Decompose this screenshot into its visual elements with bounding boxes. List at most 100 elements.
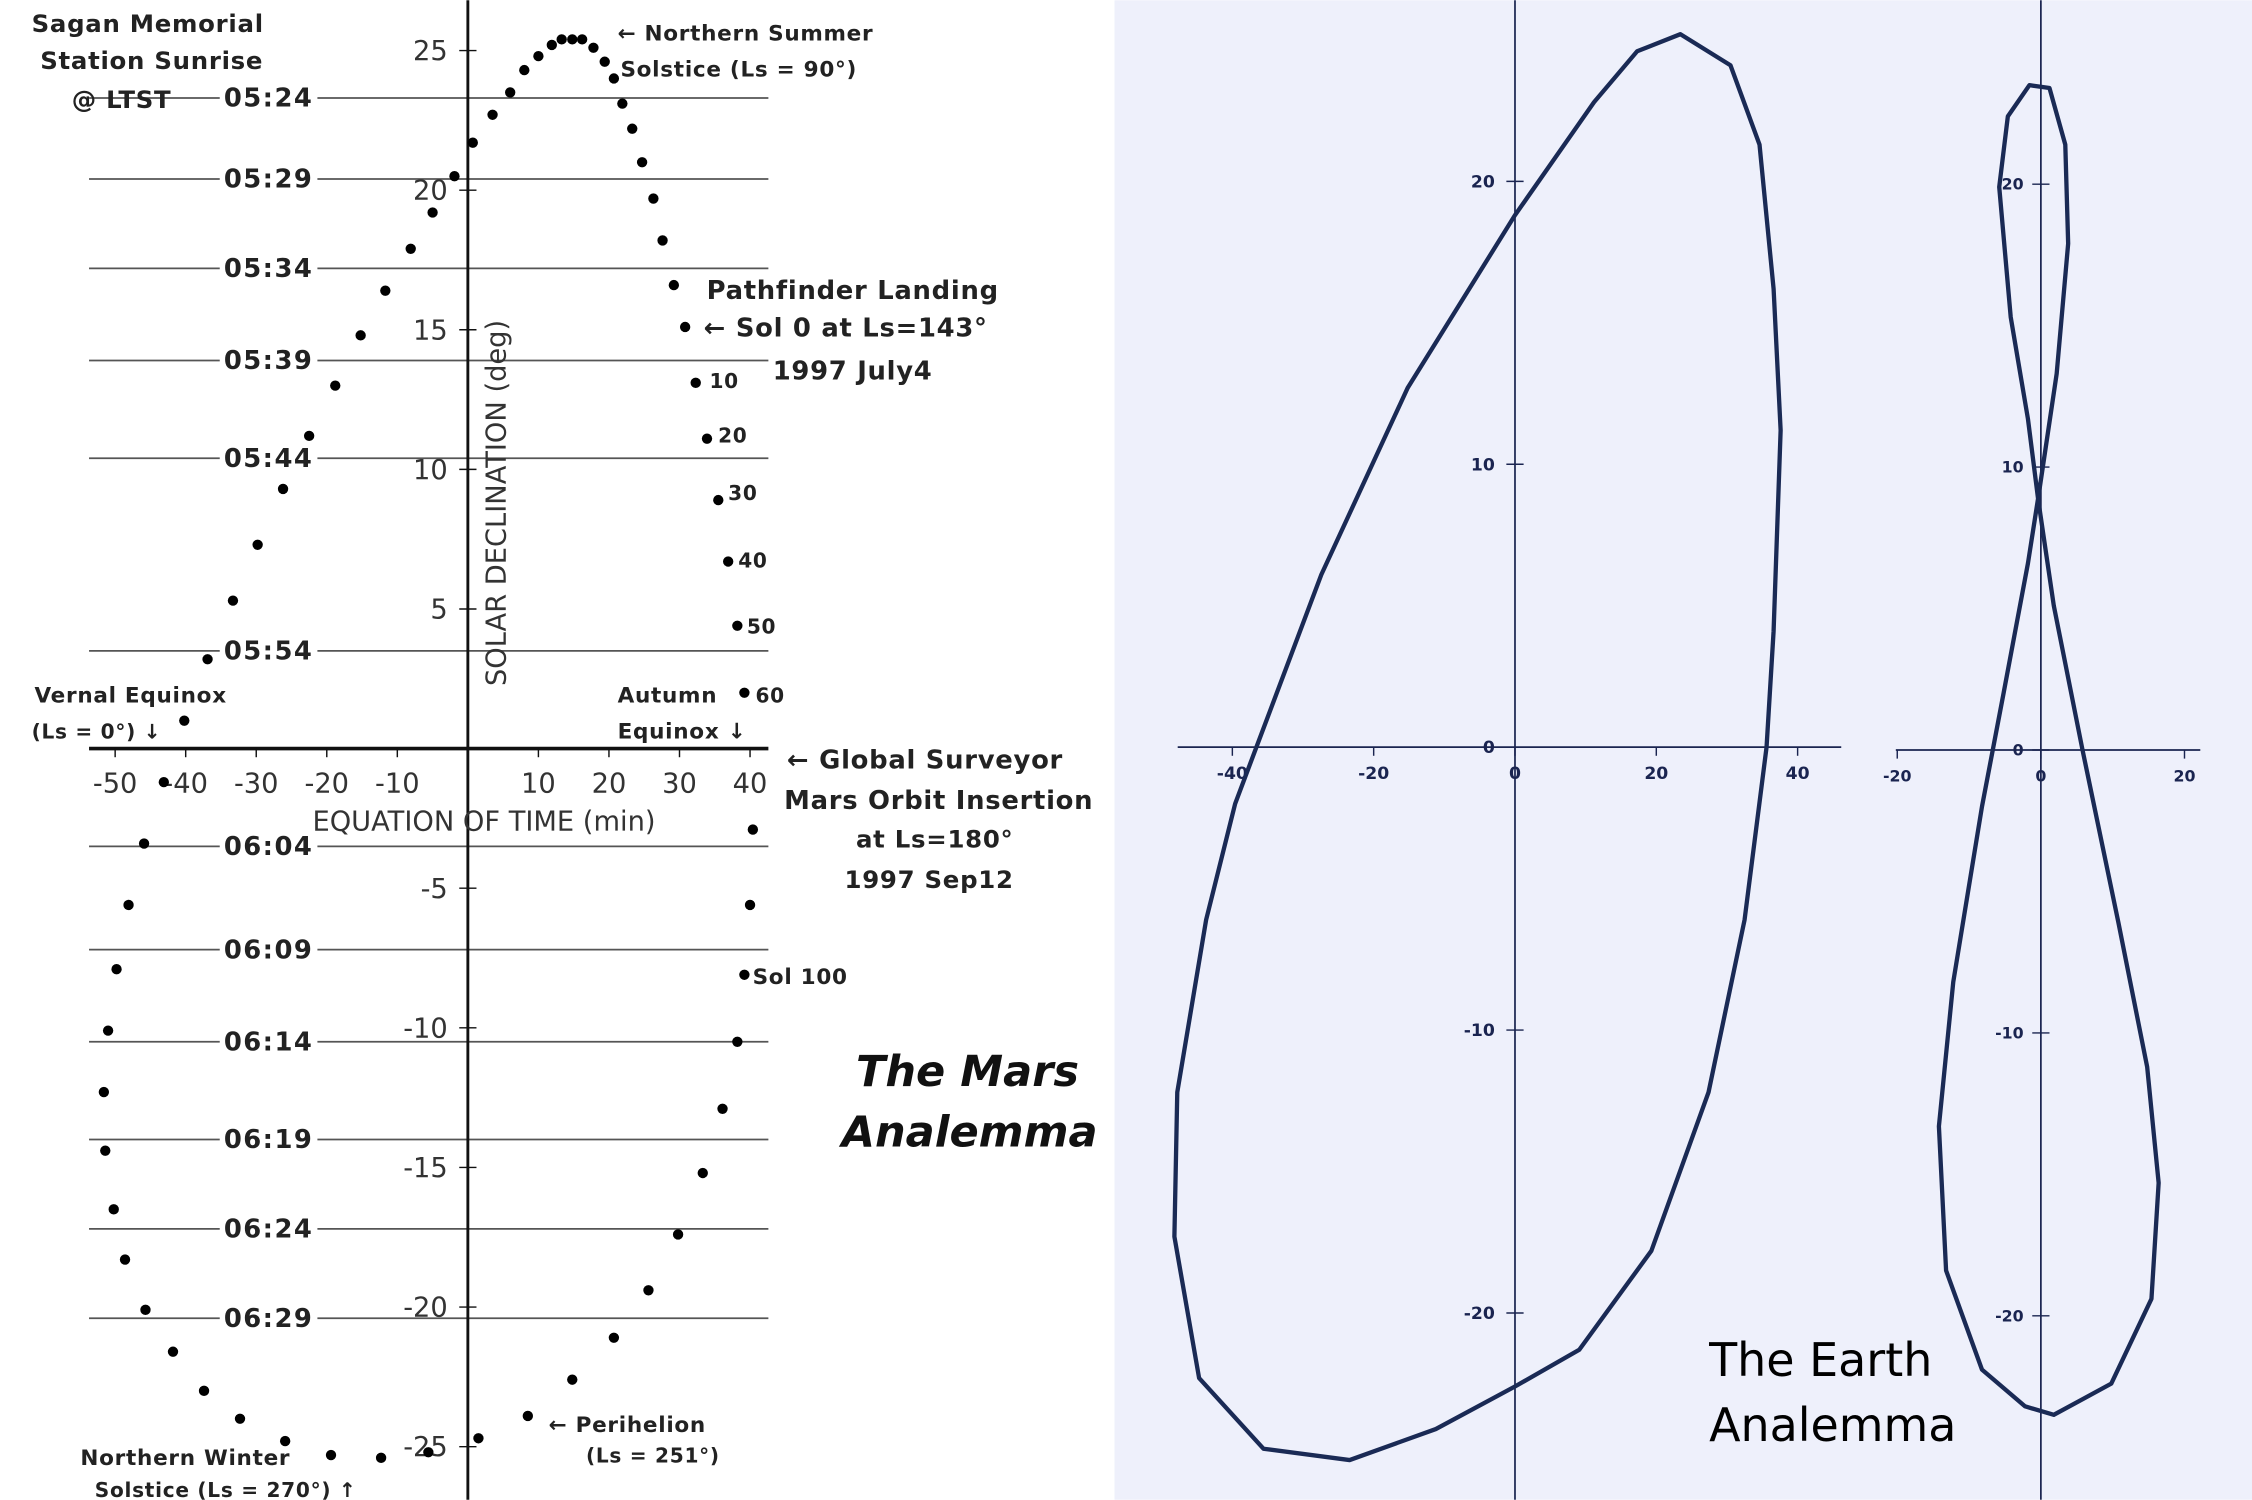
annotation: ← Global Surveyor bbox=[787, 746, 1063, 776]
time-tick-label: 06:29 bbox=[224, 1304, 313, 1334]
data-point bbox=[202, 654, 213, 665]
data-point bbox=[672, 1229, 684, 1240]
time-tick-label: 06:19 bbox=[224, 1125, 313, 1155]
data-point bbox=[522, 1410, 533, 1422]
y-tick-label: -10 bbox=[1464, 1021, 1495, 1041]
y-tick-label: 15 bbox=[413, 315, 448, 346]
data-point bbox=[576, 34, 588, 45]
annotation: The Mars bbox=[856, 1047, 1079, 1097]
data-point bbox=[668, 279, 680, 291]
annotation: Pathfinder Landing bbox=[707, 276, 999, 306]
data-point bbox=[648, 193, 659, 204]
annotation: Sol 100 bbox=[753, 965, 848, 990]
data-point bbox=[100, 1145, 111, 1156]
data-point bbox=[234, 1413, 246, 1424]
data-point bbox=[617, 98, 628, 109]
data-point bbox=[227, 595, 239, 606]
data-point bbox=[608, 73, 620, 84]
time-label-bg bbox=[219, 442, 318, 475]
data-point bbox=[717, 1103, 728, 1114]
data-point bbox=[744, 899, 756, 911]
data-point bbox=[567, 34, 578, 45]
x-tick-label: -20 bbox=[1883, 766, 1912, 785]
data-point bbox=[679, 321, 691, 333]
y-tick-label: -20 bbox=[403, 1293, 448, 1324]
data-point bbox=[722, 556, 734, 567]
data-point bbox=[102, 1025, 114, 1036]
data-point bbox=[713, 494, 724, 506]
x-tick-label: 20 bbox=[592, 769, 627, 800]
data-point bbox=[123, 899, 134, 911]
data-point bbox=[138, 838, 150, 849]
x-tick-label: -10 bbox=[375, 769, 420, 800]
data-point bbox=[657, 235, 668, 246]
time-tick-label: 06:09 bbox=[224, 935, 313, 965]
data-point bbox=[405, 243, 416, 254]
x-tick-label: -40 bbox=[163, 769, 208, 800]
y-tick-label: 0 bbox=[1483, 738, 1495, 758]
data-point bbox=[608, 1332, 620, 1343]
x-tick-label: 0 bbox=[2035, 766, 2046, 785]
data-point bbox=[519, 64, 530, 76]
annotation: Mars Orbit Insertion bbox=[784, 786, 1093, 816]
annotation: 1997 July4 bbox=[773, 356, 933, 386]
data-point bbox=[277, 483, 289, 495]
annotation: Analemma bbox=[1709, 1398, 1956, 1452]
annotation: Solstice (Ls = 270°) ↑ bbox=[95, 1478, 357, 1500]
annotation: Northern Winter bbox=[80, 1446, 290, 1471]
data-point bbox=[108, 1204, 119, 1215]
annotation: The Earth bbox=[1708, 1333, 1932, 1387]
annotation: Vernal Equinox bbox=[34, 684, 226, 709]
time-tick-label: 05:39 bbox=[224, 346, 313, 376]
annotation: at Ls=180° bbox=[856, 825, 1014, 854]
annotation: 60 bbox=[755, 684, 784, 708]
time-label-bg bbox=[219, 82, 318, 114]
data-point bbox=[636, 157, 648, 168]
annotation: 1997 Sep12 bbox=[845, 865, 1014, 894]
data-point bbox=[690, 377, 701, 388]
data-point bbox=[599, 56, 610, 67]
data-point bbox=[701, 433, 713, 444]
annotation: Sagan Memorial bbox=[32, 9, 264, 38]
y-tick-label: 10 bbox=[2002, 458, 2024, 477]
time-label-bg bbox=[219, 1123, 318, 1156]
data-point bbox=[556, 34, 567, 45]
time-tick-label: 05:34 bbox=[224, 254, 313, 284]
analemma-curve bbox=[1172, 32, 1783, 1463]
data-point bbox=[697, 1167, 708, 1179]
annotation: 30 bbox=[728, 481, 757, 505]
x-tick-label: 10 bbox=[521, 769, 556, 800]
x-tick-label: -50 bbox=[93, 769, 138, 800]
data-point bbox=[330, 380, 341, 391]
analemma-curve bbox=[1936, 83, 2161, 1417]
y-tick-label: -15 bbox=[403, 1153, 448, 1184]
y-tick-label: -10 bbox=[403, 1013, 448, 1044]
x-tick-label: 0 bbox=[1509, 764, 1521, 784]
annotation: Equinox ↓ bbox=[618, 720, 747, 745]
data-point bbox=[533, 50, 544, 62]
time-label-bg bbox=[219, 1025, 318, 1058]
time-tick-label: 05:24 bbox=[224, 84, 313, 114]
data-point bbox=[505, 87, 516, 98]
data-point bbox=[467, 137, 478, 148]
data-point bbox=[252, 539, 263, 550]
annotation: 20 bbox=[718, 424, 747, 448]
data-point bbox=[303, 430, 315, 442]
data-point bbox=[567, 1374, 578, 1385]
time-label-bg bbox=[219, 1302, 318, 1335]
data-point bbox=[732, 1036, 743, 1047]
x-tick-label: 30 bbox=[662, 769, 697, 800]
time-label-bg bbox=[219, 635, 318, 667]
y-tick-label: 10 bbox=[1471, 455, 1495, 475]
time-label-bg bbox=[219, 344, 318, 377]
data-point bbox=[427, 207, 438, 218]
data-point bbox=[179, 715, 190, 726]
time-label-bg bbox=[219, 1213, 318, 1245]
data-point bbox=[423, 1447, 434, 1458]
y-tick-label: 20 bbox=[1471, 172, 1495, 192]
data-point bbox=[380, 285, 391, 296]
data-point bbox=[739, 969, 750, 980]
time-label-bg bbox=[219, 830, 318, 863]
